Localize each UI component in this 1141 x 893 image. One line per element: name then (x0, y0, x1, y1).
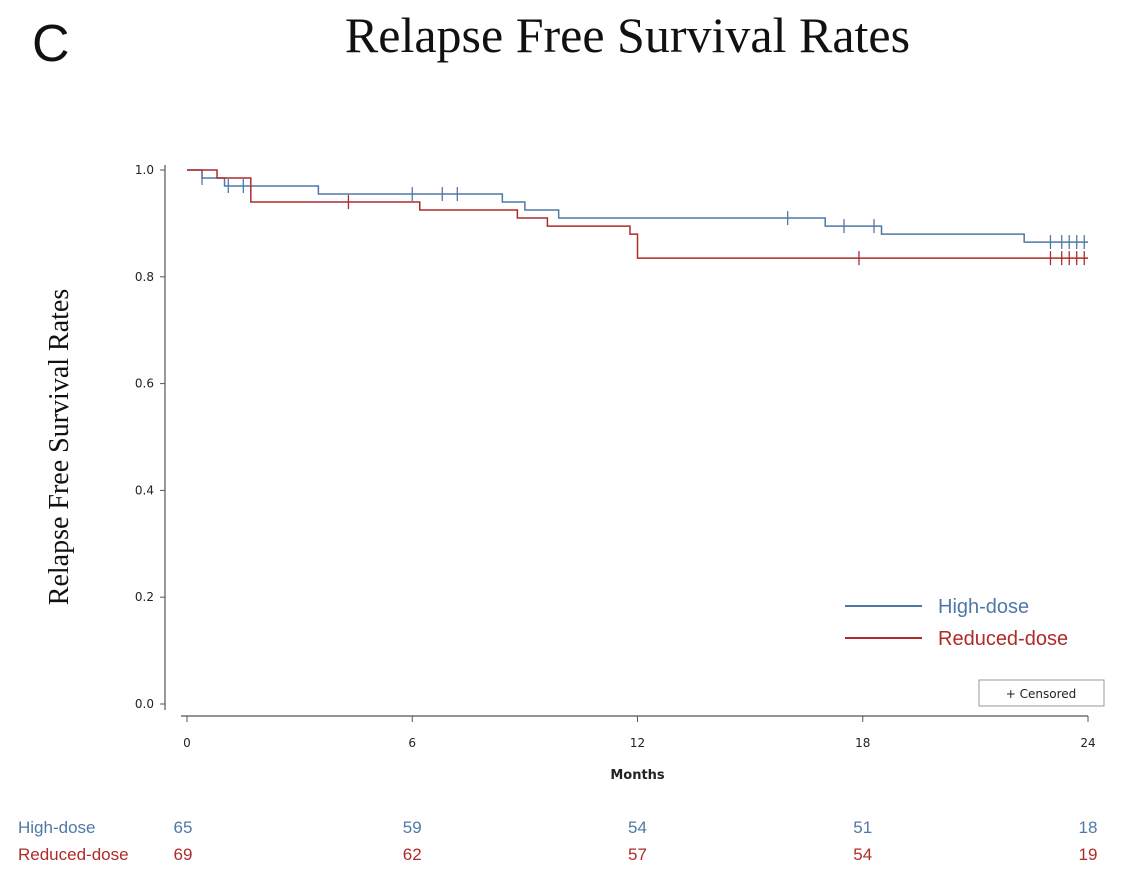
y-tick-label: 0.6 (135, 377, 154, 391)
x-tick-label: 18 (855, 736, 870, 750)
at-risk-value: 69 (174, 845, 193, 864)
at-risk-value: 54 (628, 818, 647, 837)
at-risk-value: 51 (853, 818, 872, 837)
y-tick-label: 0.8 (135, 270, 154, 284)
y-axis-label: Relapse Free Survival Rates (44, 289, 75, 605)
high-dose-survival-line (187, 169, 1088, 243)
censor-legend-label: + Censored (1006, 687, 1077, 701)
at-risk-table: High-dose 65 59 54 51 18 Reduced-dose 69 62 57 54 1… (18, 818, 1097, 864)
censor-legend-box (978, 679, 1105, 707)
x-tick-label: 6 (408, 736, 416, 750)
chart-title: Relapse Free Survival Rates (344, 7, 911, 63)
at-risk-value: 19 (1079, 845, 1098, 864)
x-tick-label: 12 (630, 736, 645, 750)
at-risk-value: 62 (403, 845, 422, 864)
chart-series-layer (187, 169, 1088, 266)
at-risk-value: 18 (1079, 818, 1098, 837)
x-axis-label: Months (610, 768, 665, 783)
panel-letter: C (32, 15, 70, 73)
at-risk-value: 65 (174, 818, 193, 837)
reduced-dose-survival-line (187, 169, 1088, 259)
x-tick-label: 0 (183, 736, 191, 750)
at-risk-row-label: Reduced-dose (18, 845, 129, 864)
y-tick-label: 1.0 (135, 163, 154, 177)
y-tick-label: 0.4 (135, 483, 154, 497)
at-risk-value: 59 (403, 818, 422, 837)
chart-legend: High-dose Reduced-dose + Censored (845, 596, 1105, 707)
legend-label: High-dose (938, 596, 1029, 618)
at-risk-row-label: High-dose (18, 818, 96, 837)
chart-axes: 0.0 0.2 0.4 0.6 0.8 1.0 0 6 12 18 24 Months Relapse … (44, 163, 1096, 783)
y-tick-label: 0.0 (135, 697, 154, 711)
x-tick-label: 24 (1080, 736, 1095, 750)
legend-label: Reduced-dose (938, 628, 1068, 650)
at-risk-value: 57 (628, 845, 647, 864)
at-risk-value: 54 (853, 845, 872, 864)
y-tick-label: 0.2 (135, 590, 154, 604)
